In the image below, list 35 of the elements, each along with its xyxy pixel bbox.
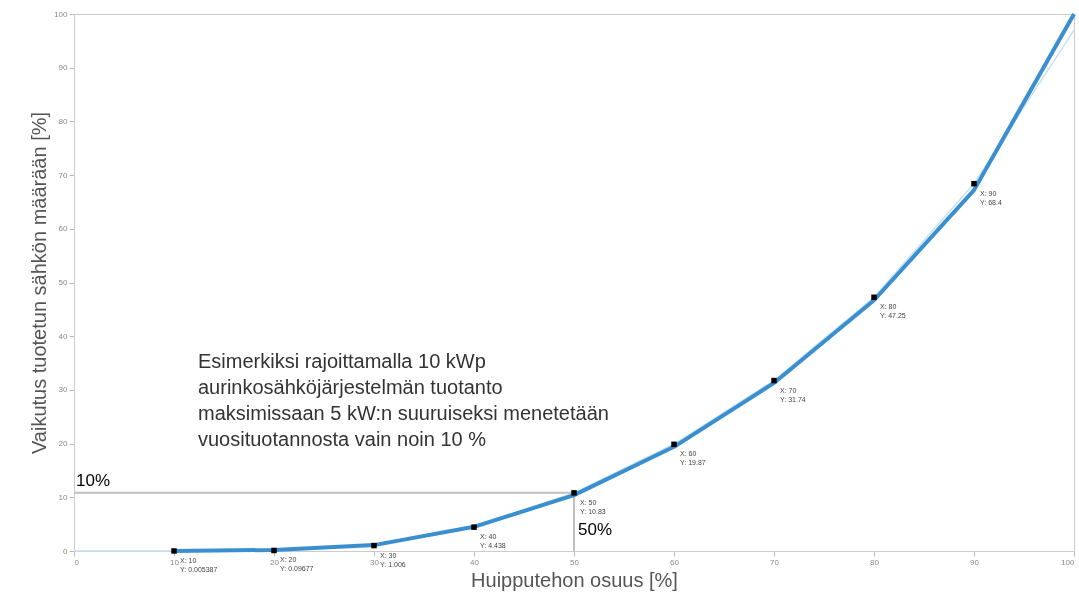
- x-tick-label: 80: [870, 557, 880, 567]
- x-tick-label: 70: [770, 557, 780, 567]
- point: [271, 547, 277, 554]
- y-tick-label: 60: [58, 224, 69, 234]
- x-tick-label: 10: [170, 557, 180, 567]
- point: [671, 441, 677, 448]
- y-axis-title: Vaikutus tuotetun sähkön määrään [%]: [28, 111, 51, 455]
- x-tick-label: 100: [1061, 557, 1076, 567]
- y-tick-label: 40: [58, 331, 69, 341]
- y-tick-label: 20: [58, 439, 69, 449]
- point: [371, 542, 377, 549]
- point: [871, 294, 877, 301]
- x-tick-label: 30: [370, 557, 380, 567]
- point: [771, 377, 777, 384]
- y-tick-label: 90: [58, 63, 69, 73]
- x-tick-label: 50: [570, 557, 580, 567]
- point: [571, 490, 577, 496]
- y-tick-label: 0: [63, 546, 69, 556]
- x-tick-label: 90: [970, 557, 980, 567]
- x-axis-title: Huipputehon osuus [%]: [471, 568, 678, 591]
- y-tick-label: 10: [58, 492, 69, 502]
- annotation: 10%: [76, 470, 111, 490]
- annotation: 50%: [578, 520, 613, 539]
- y-tick-label: 50: [58, 278, 69, 287]
- x-tick-label: 60: [670, 557, 680, 567]
- y-tick-label: 70: [58, 170, 69, 180]
- x-tick-label: 0: [74, 557, 80, 567]
- point: [471, 524, 477, 530]
- x-tick-label: 20: [270, 557, 280, 567]
- y-tick-label: 80: [58, 116, 69, 126]
- y-tick-label: 100: [54, 9, 69, 19]
- x-tick-label: 40: [470, 557, 480, 567]
- y-tick-label: 30: [58, 385, 69, 395]
- annotation: Esimerkiksi rajoittamalla 10 kWp aurinkosähköjärjestelmän tuotanto maksimissaan 5 kW:n suuruiseksi menetetään vuosituotannosta vain noin 10 %: [198, 350, 609, 450]
- point: [971, 180, 977, 187]
